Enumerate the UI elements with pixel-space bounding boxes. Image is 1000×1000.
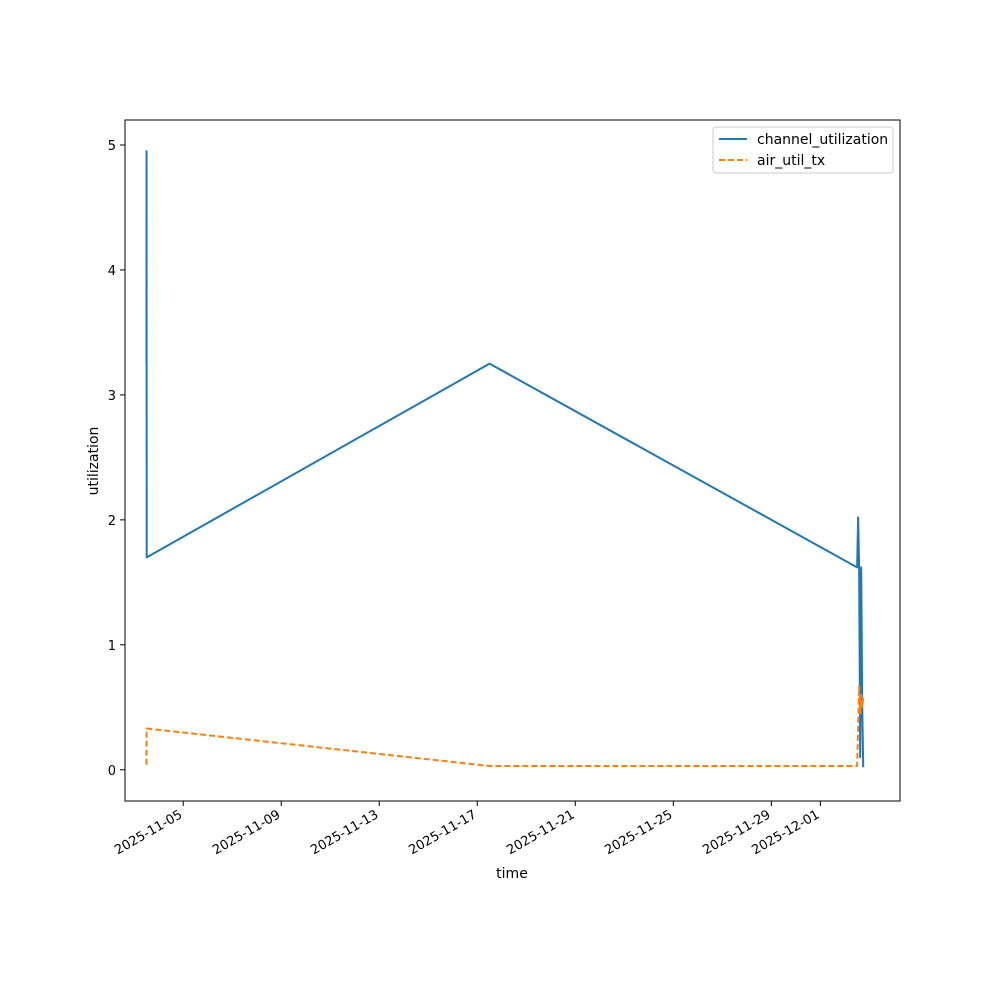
legend-box [712,126,894,174]
y-tick-label: 3 [108,389,116,404]
plot-area [145,150,865,768]
x-tick-label: 2025-11-21 [504,807,577,858]
x-tick-label: 2025-11-25 [602,807,675,858]
y-axis: 0 1 2 3 4 5 [108,139,125,779]
series-line-channel-utilization [145,150,865,768]
plot-frame [124,119,901,802]
y-tick-label: 2 [108,514,116,529]
legend-label-channel-utilization: channel_utilization [757,132,888,148]
x-tick-label: 2025-11-17 [406,807,479,858]
x-tick-label: 2025-11-13 [308,807,381,858]
x-tick-label: 2025-11-09 [210,807,283,858]
y-tick-label: 0 [108,764,116,779]
legend: channel_utilization air_util_tx [712,126,894,174]
y-tick-label: 5 [108,139,116,154]
x-axis-label: time [496,866,528,882]
x-axis: 2025-11-05 2025-11-09 2025-11-13 2025-11-17… [112,801,822,858]
x-tick-label: 2025-11-05 [112,807,185,858]
legend-label-air-util-tx: air_util_tx [757,153,825,169]
y-tick-label: 1 [108,639,116,654]
y-axis-label: utilization [86,427,102,496]
series-line-air-util-tx [145,685,865,768]
y-tick-label: 4 [108,264,116,279]
